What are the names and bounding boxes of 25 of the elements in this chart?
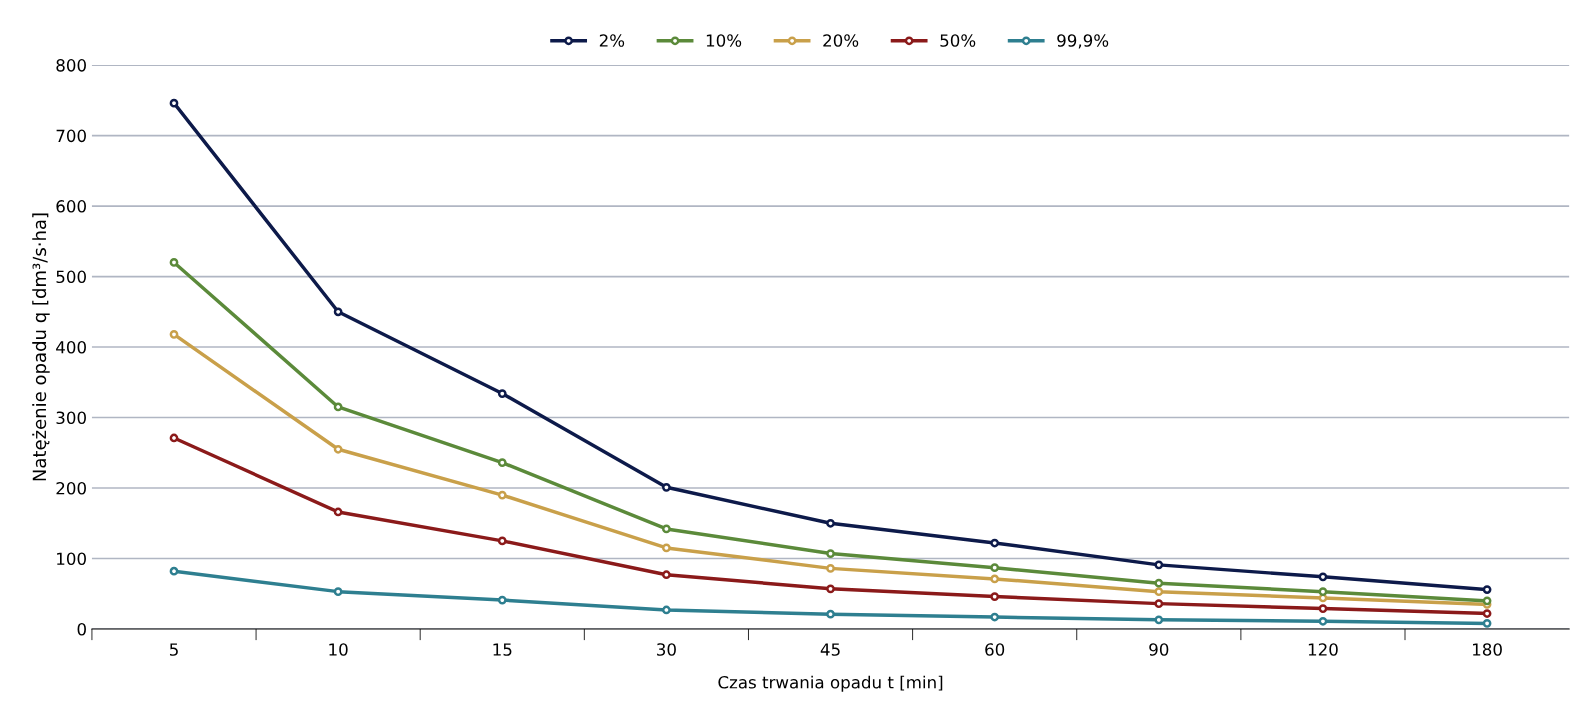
y-tick-label: 300 xyxy=(56,411,86,425)
x-tick-label: 120 xyxy=(1308,643,1338,656)
x-tick-label: 60 xyxy=(985,643,1005,656)
y-axis-title: Natężenie opadu q [dm³/s·ha] xyxy=(32,213,50,481)
y-tick-label: 0 xyxy=(77,622,86,636)
legend-label: 2% xyxy=(599,34,625,47)
x-tick-label: 10 xyxy=(329,643,348,656)
y-tick-label: 200 xyxy=(56,481,86,495)
legend-label: 20% xyxy=(823,34,859,47)
x-tick-label: 30 xyxy=(657,643,676,656)
legend-label: 50% xyxy=(940,34,976,47)
y-tick-label: 800 xyxy=(56,59,86,72)
y-tick-label: 100 xyxy=(57,552,86,566)
x-tick-label: 180 xyxy=(1473,643,1502,656)
y-tick-label: 600 xyxy=(56,200,86,213)
y-tick-label: 700 xyxy=(56,129,86,143)
legend-label: 10% xyxy=(706,34,742,47)
x-tick-label: 5 xyxy=(169,643,178,656)
y-tick-label: 500 xyxy=(56,270,86,284)
x-tick-label: 15 xyxy=(493,643,512,656)
x-tick-label: 90 xyxy=(1149,643,1169,656)
y-tick-label: 400 xyxy=(56,341,86,354)
x-axis-title: Czas trwania opadu t [min] xyxy=(718,675,943,692)
x-tick-label: 45 xyxy=(820,643,840,656)
legend-label: 99,9% xyxy=(1057,34,1109,49)
